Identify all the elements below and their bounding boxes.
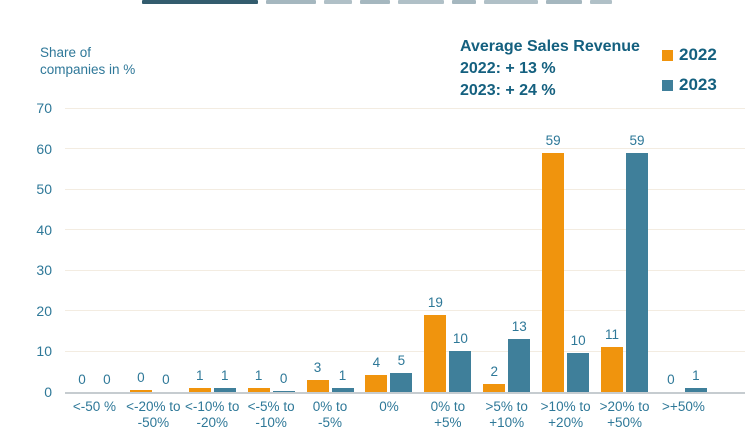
gridline-30 [65, 269, 745, 271]
y-tick-label-40: 40 [36, 221, 52, 238]
bar-2022-7 [483, 383, 506, 392]
value-label-2023-5: 5 [397, 352, 406, 368]
legend-swatch-2022 [662, 49, 673, 61]
bar-2023-8 [567, 353, 590, 392]
y-axis-caption-line2: companies in % [40, 62, 136, 77]
value-label-2022-2: 1 [195, 367, 204, 383]
y-tick-label-0: 0 [44, 384, 52, 400]
value-label-2023-7: 13 [511, 319, 527, 335]
value-label-2022-7: 2 [490, 363, 498, 379]
x-axis-label-4: 0% to -5% [312, 399, 348, 430]
x-axis-label-1: <-20% to -50% [126, 399, 181, 430]
x-axis-label-2: <-10% to -20% [185, 399, 240, 430]
x-axis-label-0: <-50 % [72, 399, 117, 414]
bar-2023-4 [331, 387, 354, 392]
annotation-line2: 2022: + 13 % [460, 60, 556, 77]
annotation-average-sales-revenue: Average Sales Revenue 2022: + 13 % 2023:… [460, 36, 640, 102]
value-label-2023-4: 1 [338, 367, 347, 383]
gridline-50 [65, 188, 745, 190]
bar-2023-10 [684, 387, 707, 392]
cropped-title-fragment [266, 0, 316, 4]
bar-2022-4 [306, 379, 329, 392]
cropped-title-fragment [590, 0, 612, 4]
cropped-title-fragment [484, 0, 538, 4]
legend-item-2022: 2022 [662, 44, 717, 66]
gridline-40 [65, 229, 745, 231]
y-tick-label-10: 10 [36, 343, 52, 360]
value-label-2022-10: 0 [667, 372, 675, 387]
y-tick-label-70: 70 [36, 100, 52, 116]
bar-2022-8 [542, 152, 565, 392]
legend: 2022 2023 [662, 44, 717, 104]
bar-2023-7 [508, 339, 531, 392]
x-axis-labels: <-50 % <-20% to -50% <-10% to -20% <-5% to -10… [65, 399, 745, 430]
value-label-2022-9: 11 [605, 327, 620, 343]
gridline-70 [65, 107, 745, 109]
value-label-2023-6: 10 [452, 331, 468, 347]
annotation-line3: 2023: + 24 % [460, 82, 556, 99]
cropped-title-fragment [324, 0, 352, 4]
bar-2022-6 [424, 314, 447, 392]
bar-2022-3 [247, 387, 270, 392]
legend-label-2022: 2022 [679, 45, 717, 64]
gridline-10 [65, 350, 745, 352]
value-label-2023-0: 0 [103, 372, 111, 387]
bar-2023-5 [390, 372, 413, 392]
y-axis-caption-line1: Share of [40, 45, 92, 60]
value-label-2023-9: 59 [629, 132, 645, 148]
bar-2022-5 [365, 374, 388, 392]
bar-2023-6 [449, 351, 472, 392]
bar-2023-2 [213, 387, 236, 392]
legend-swatch-2023 [662, 79, 673, 91]
x-axis-label-10: >+50% [662, 399, 705, 414]
value-label-2023-3: 0 [279, 370, 288, 386]
y-tick-label-50: 50 [36, 181, 52, 198]
gridline-60 [65, 148, 745, 150]
x-axis-label-9: >20% to +50% [599, 399, 650, 430]
y-tick-label-60: 60 [36, 140, 52, 157]
x-axis-label-7: >5% to +10% [485, 399, 528, 430]
gridline-20 [65, 310, 745, 312]
cropped-title-fragment [142, 0, 258, 4]
value-label-2022-8: 59 [545, 132, 561, 148]
cropped-title-fragment [546, 0, 582, 4]
cropped-title-fragment [360, 0, 390, 4]
annotation-line1: Average Sales Revenue [460, 38, 640, 55]
x-axis-label-5: 0% [379, 399, 399, 414]
cropped-title-remnant [142, 0, 612, 5]
y-axis-caption: Share of companies in % [40, 44, 135, 78]
bar-2023-3 [272, 390, 295, 392]
value-label-2023-2: 1 [220, 367, 229, 383]
value-label-2022-1: 0 [137, 370, 145, 386]
x-axis-label-6: 0% to +5% [430, 399, 466, 430]
value-label-2022-5: 4 [372, 354, 381, 370]
value-label-2023-10: 1 [692, 367, 700, 383]
cropped-title-fragment [398, 0, 444, 4]
cropped-title-fragment [452, 0, 476, 4]
bar-2022-9 [601, 347, 624, 392]
legend-label-2023: 2023 [679, 75, 717, 94]
bar-2022-2 [188, 387, 211, 392]
value-label-2022-4: 3 [313, 359, 322, 375]
value-label-2023-8: 10 [570, 333, 586, 349]
legend-item-2023: 2023 [662, 74, 717, 96]
value-label-2022-0: 0 [78, 372, 86, 387]
x-axis-label-8: >10% to +20% [540, 399, 591, 430]
y-tick-label-30: 30 [36, 262, 52, 279]
value-label-2022-3: 1 [254, 367, 263, 383]
value-label-2022-6: 19 [427, 294, 443, 310]
x-axis-label-3: <-5% to -10% [247, 399, 295, 430]
value-label-2023-1: 0 [162, 372, 170, 387]
bar-2023-9 [626, 152, 649, 392]
plot-area: 0 0 0 0 1 1 1 0 3 1 4 5 19 10 2 13 59 10 11 59 0 1 [65, 107, 745, 394]
bar-2022-1 [129, 390, 152, 392]
y-tick-label-20: 20 [36, 302, 52, 319]
